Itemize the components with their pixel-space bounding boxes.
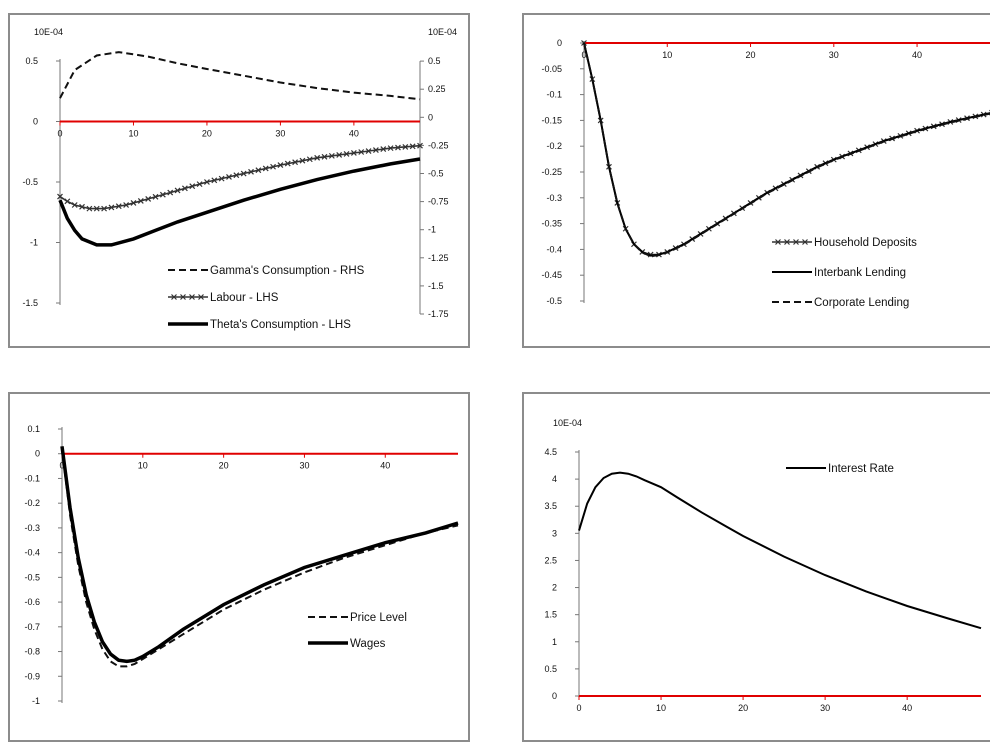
x-tick-label: 30 <box>829 50 839 60</box>
y-tick-label-left: -1 <box>30 238 38 248</box>
y-tick-label-right: -0.75 <box>428 197 449 207</box>
y-tick-label-right: -1 <box>428 225 436 235</box>
legend-label: Labour - LHS <box>210 292 279 304</box>
y-tick-label-left: 2 <box>552 583 557 593</box>
y-tick-label-left: 0 <box>35 449 40 459</box>
chart-consumption: 0.5 0 -0.5 -1 -1.5 10E-04 0.5 0.25 0 -0.25 -0.5 -0.… <box>10 15 468 346</box>
x-tick-label: 40 <box>380 461 390 471</box>
legend-label: Interbank Lending <box>814 267 906 279</box>
y-tick-label-left: -0.1 <box>546 90 562 100</box>
x-tick-label: 40 <box>912 50 922 60</box>
y-tick-label-right: 0.25 <box>428 84 446 94</box>
y-tick-label-left: -0.5 <box>22 177 38 187</box>
y-tick-label-left: -0.2 <box>24 498 40 508</box>
y-tick-label-left: -0.5 <box>24 572 40 582</box>
y-tick-label-left: 3.5 <box>544 501 557 511</box>
y-tick-label-left: -0.35 <box>541 219 562 229</box>
chart-panel-deposits: 0 -0.05 -0.1 -0.15 -0.2 -0.25 -0.3 -0.35 -0.4 -0.… <box>522 13 990 348</box>
y-tick-label-left: -0.9 <box>24 671 40 681</box>
y-axis-title-left: 10E-04 <box>553 418 582 428</box>
chart-deposits: 0 -0.05 -0.1 -0.15 -0.2 -0.25 -0.3 -0.35 -0.4 -0.… <box>524 15 990 346</box>
legend-label: Theta's Consumption - LHS <box>210 319 351 331</box>
y-tick-label-right: -1.5 <box>428 281 444 291</box>
y-tick-label-left: 4 <box>552 474 557 484</box>
y-tick-label-left: 1 <box>552 637 557 647</box>
chart-panel-interest: 4.5 4 3.5 3 2.5 2 1.5 1 0.5 0 10E-04 0 10 20 30 40 Inter… <box>522 392 990 742</box>
y-tick-label-left: -1 <box>32 696 40 706</box>
y-tick-label-left: -0.2 <box>546 141 562 151</box>
legend-label: Wages <box>350 638 386 650</box>
series-line-2 <box>60 159 420 245</box>
x-tick-label: 10 <box>128 129 138 139</box>
legend-label: Gamma's Consumption - RHS <box>210 265 365 277</box>
y-tick-label-left: 0 <box>33 117 38 127</box>
series-line-1 <box>584 43 990 256</box>
x-tick-label: 40 <box>902 703 912 713</box>
y-tick-label-left: -0.15 <box>541 115 562 125</box>
series-line-2 <box>584 43 990 256</box>
x-tick-label: 40 <box>349 129 359 139</box>
y-tick-label-left: 3 <box>552 528 557 538</box>
y-tick-label-right: -1.25 <box>428 253 449 263</box>
y-tick-label-left: -0.4 <box>24 548 40 558</box>
x-tick-label: 30 <box>299 461 309 471</box>
series-line-0 <box>584 43 990 255</box>
y-tick-label-left: -0.45 <box>541 270 562 280</box>
series-line-0 <box>60 52 420 99</box>
y-tick-label-left: 4.5 <box>544 447 557 457</box>
x-tick-label: 0 <box>57 129 62 139</box>
y-tick-label-left: 0.1 <box>27 424 40 434</box>
x-tick-label: 10 <box>656 703 666 713</box>
series-line-0 <box>62 449 458 667</box>
series-line-1 <box>62 446 458 661</box>
chart-interest: 4.5 4 3.5 3 2.5 2 1.5 1 0.5 0 10E-04 0 10 20 30 40 Inter… <box>524 394 990 740</box>
legend-label: Price Level <box>350 612 407 624</box>
y-axis-title-right: 10E-04 <box>428 27 457 37</box>
y-tick-label-right: 0.5 <box>428 56 441 66</box>
chart-panel-consumption: 0.5 0 -0.5 -1 -1.5 10E-04 0.5 0.25 0 -0.25 -0.5 -0.… <box>8 13 470 348</box>
y-tick-label-right: 0 <box>428 112 433 122</box>
legend-label: Interest Rate <box>828 463 894 475</box>
y-tick-label-left: 0.5 <box>544 664 557 674</box>
x-tick-label: 10 <box>662 50 672 60</box>
x-tick-label: 10 <box>138 461 148 471</box>
series-line-1 <box>60 146 420 209</box>
y-tick-label-left: 0.5 <box>25 56 38 66</box>
y-tick-label-left: -0.7 <box>24 622 40 632</box>
y-tick-label-left: -0.8 <box>24 647 40 657</box>
x-tick-label: 20 <box>219 461 229 471</box>
y-tick-label-left: 2.5 <box>544 555 557 565</box>
y-tick-label-left: -0.25 <box>541 167 562 177</box>
y-tick-label-left: -0.3 <box>546 193 562 203</box>
y-tick-label-left: -1.5 <box>22 298 38 308</box>
chart-panel-prices: 0.1 0 -0.1 -0.2 -0.3 -0.4 -0.5 -0.6 -0.7 -0.8 -0.9… <box>8 392 470 742</box>
x-tick-label: 20 <box>746 50 756 60</box>
x-tick-label: 20 <box>202 129 212 139</box>
y-tick-label-right: -0.25 <box>428 140 449 150</box>
y-tick-label-left: -0.5 <box>546 296 562 306</box>
y-tick-label-left: -0.05 <box>541 64 562 74</box>
y-tick-label-right: -0.5 <box>428 169 444 179</box>
y-axis-title-left: 10E-04 <box>34 27 63 37</box>
y-tick-label-left: -0.3 <box>24 523 40 533</box>
y-tick-label-left: -0.1 <box>24 473 40 483</box>
x-tick-label: 0 <box>576 703 581 713</box>
y-tick-label-left: 0 <box>552 691 557 701</box>
y-tick-label-left: -0.4 <box>546 244 562 254</box>
series-marker-1 <box>65 199 70 204</box>
legend-label: Household Deposits <box>814 237 917 249</box>
y-tick-label-left: 1.5 <box>544 610 557 620</box>
y-tick-label-left: 0 <box>557 38 562 48</box>
y-tick-label-right: -1.75 <box>428 309 449 319</box>
legend-label: Corporate Lending <box>814 297 909 309</box>
series-line-0 <box>579 473 981 629</box>
x-tick-label: 30 <box>275 129 285 139</box>
chart-prices: 0.1 0 -0.1 -0.2 -0.3 -0.4 -0.5 -0.6 -0.7 -0.8 -0.9… <box>10 394 468 740</box>
x-tick-label: 20 <box>738 703 748 713</box>
y-tick-label-left: -0.6 <box>24 597 40 607</box>
x-tick-label: 30 <box>820 703 830 713</box>
